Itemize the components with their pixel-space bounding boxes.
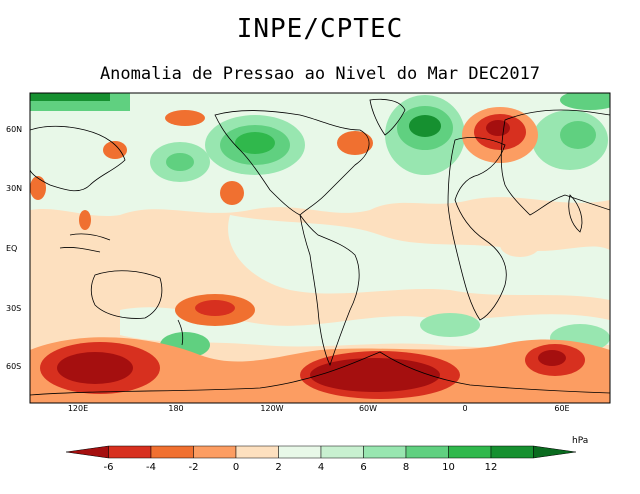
positive-anomaly-region-south <box>120 307 610 348</box>
lon-label: 60W <box>358 404 378 413</box>
colorbar-segment <box>363 445 407 459</box>
colorbar-tick-label: 2 <box>275 462 282 473</box>
lat-label: 60N <box>6 125 23 134</box>
colorbar-tick-label: 8 <box>402 462 410 473</box>
colorbar-segment <box>150 445 194 459</box>
positive-anomaly-region-tropics <box>228 215 610 300</box>
positive-anomaly-arctic <box>30 93 110 101</box>
negative-anomaly-japan <box>103 141 127 159</box>
map-subtitle: Anomalia de Pressao ao Nivel do Mar DEC2… <box>99 64 541 84</box>
colorbar-segment <box>490 445 534 459</box>
colorbar-tick-label: 12 <box>484 462 498 473</box>
negative-anomaly-south-pacific-central <box>195 300 235 316</box>
negative-anomaly-canada <box>337 131 373 155</box>
positive-anomaly-west-pacific <box>166 153 194 171</box>
colorbar-segment <box>108 445 152 459</box>
negative-anomaly-alaska <box>165 110 205 126</box>
colorbar-tick-label: 0 <box>232 462 240 473</box>
colorbar-segment <box>235 445 279 459</box>
coastlines <box>30 98 610 396</box>
colorbar-segment <box>65 445 109 459</box>
colorbar-tick-label: -2 <box>188 462 199 473</box>
colorbar-segment <box>320 445 364 459</box>
colorbar-segment <box>193 445 237 459</box>
negative-anomaly-asia <box>30 176 46 200</box>
colorbar-tick-label: -4 <box>146 462 156 473</box>
positive-anomaly-south-atlantic <box>420 313 480 337</box>
colorbar-segment <box>448 445 492 459</box>
positive-anomaly-north-pacific <box>235 132 275 154</box>
negative-anomaly-antarctic-east <box>538 350 566 366</box>
lon-label: 60E <box>554 404 570 413</box>
lat-label: 30S <box>6 304 22 313</box>
map-frame <box>29 92 611 404</box>
positive-anomaly-north-atlantic <box>409 115 441 137</box>
negative-anomaly-philippines <box>79 210 91 230</box>
colorbar-tick-label: 6 <box>360 462 367 473</box>
lon-label: 120W <box>260 404 284 413</box>
page-title: INPE/CPTEC <box>236 14 404 44</box>
positive-anomaly-arctic-east <box>560 93 610 110</box>
colorbar-tick-label: 4 <box>317 462 325 473</box>
colorbar <box>65 445 577 459</box>
colorbar-segment <box>278 445 322 459</box>
colorbar-units: hPa <box>572 436 589 446</box>
lon-label: 0 <box>462 404 468 413</box>
lat-label: EQ <box>6 244 18 253</box>
colorbar-tick-label: -6 <box>103 462 114 473</box>
lat-label: 30N <box>6 184 23 193</box>
colorbar-tick-label: 10 <box>442 462 455 473</box>
positive-anomaly-siberia <box>560 121 596 149</box>
lon-label: 180 <box>168 404 184 413</box>
negative-anomaly-antarctic-west <box>57 352 133 384</box>
lat-label: 60S <box>6 362 22 371</box>
negative-anomaly-africa <box>500 233 540 257</box>
negative-anomaly-pacific <box>220 181 244 205</box>
colorbar-segment <box>533 445 577 459</box>
negative-anomaly-europe <box>486 120 510 136</box>
colorbar-segment <box>405 445 449 459</box>
lon-label: 120E <box>67 404 89 413</box>
